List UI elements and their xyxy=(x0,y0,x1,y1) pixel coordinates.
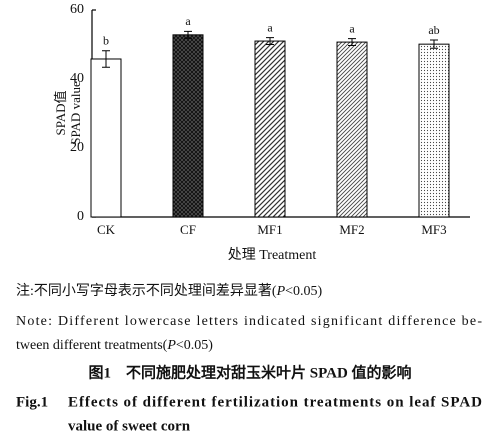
bar xyxy=(336,41,368,218)
note-text: P xyxy=(166,338,176,353)
x-label: 处理 Treatment xyxy=(228,247,317,263)
bar xyxy=(172,34,204,218)
error-bar xyxy=(430,39,438,49)
significance-letter: ab xyxy=(428,23,439,37)
note-text: tween different treatments( xyxy=(16,338,168,353)
figure-number: Fig.1 xyxy=(16,394,48,410)
significance-letter: a xyxy=(267,20,273,34)
note-text: P xyxy=(276,284,286,299)
error-bar xyxy=(348,38,356,47)
x-tick-label: CK xyxy=(97,222,116,237)
note-text: <0.05) xyxy=(176,338,213,353)
figure-title: value of sweet corn xyxy=(68,418,191,434)
y-tick-label: 0 xyxy=(77,209,84,224)
bar xyxy=(90,58,122,218)
y-label: SPAD value xyxy=(68,81,83,145)
note: 注:不同小写字母表示不同处理间差异显著(P<0.05) xyxy=(16,283,323,299)
bar xyxy=(254,40,286,218)
error-bar xyxy=(266,37,274,45)
figure-title: Effects of different fertilization treat… xyxy=(68,394,482,410)
error-bar xyxy=(184,30,192,39)
x-tick-label: MF2 xyxy=(339,222,364,237)
figure-title: 图1 不同施肥处理对甜玉米叶片 SPAD 值的影响 xyxy=(88,363,411,381)
y-tick-label: 20 xyxy=(70,140,84,155)
x-tick-label: MF1 xyxy=(257,222,282,237)
y-tick-label: 60 xyxy=(70,2,84,17)
y-tick-label: 40 xyxy=(70,71,84,86)
note: Note: Different lowercase letters indica… xyxy=(16,314,482,329)
note-text: 注:不同小写字母表示不同处理间差异显著( xyxy=(16,283,277,299)
x-tick-label: CF xyxy=(180,222,196,237)
y-label: SPAD值 xyxy=(53,90,68,135)
note-text: <0.05) xyxy=(285,284,322,299)
note: tween different treatments(P<0.05) xyxy=(16,338,213,353)
x-tick-label: MF3 xyxy=(421,222,446,237)
bar xyxy=(418,43,450,218)
significance-letter: a xyxy=(349,21,355,35)
significance-letter: a xyxy=(185,14,191,28)
error-bar xyxy=(102,50,110,68)
significance-letter: b xyxy=(103,33,109,47)
